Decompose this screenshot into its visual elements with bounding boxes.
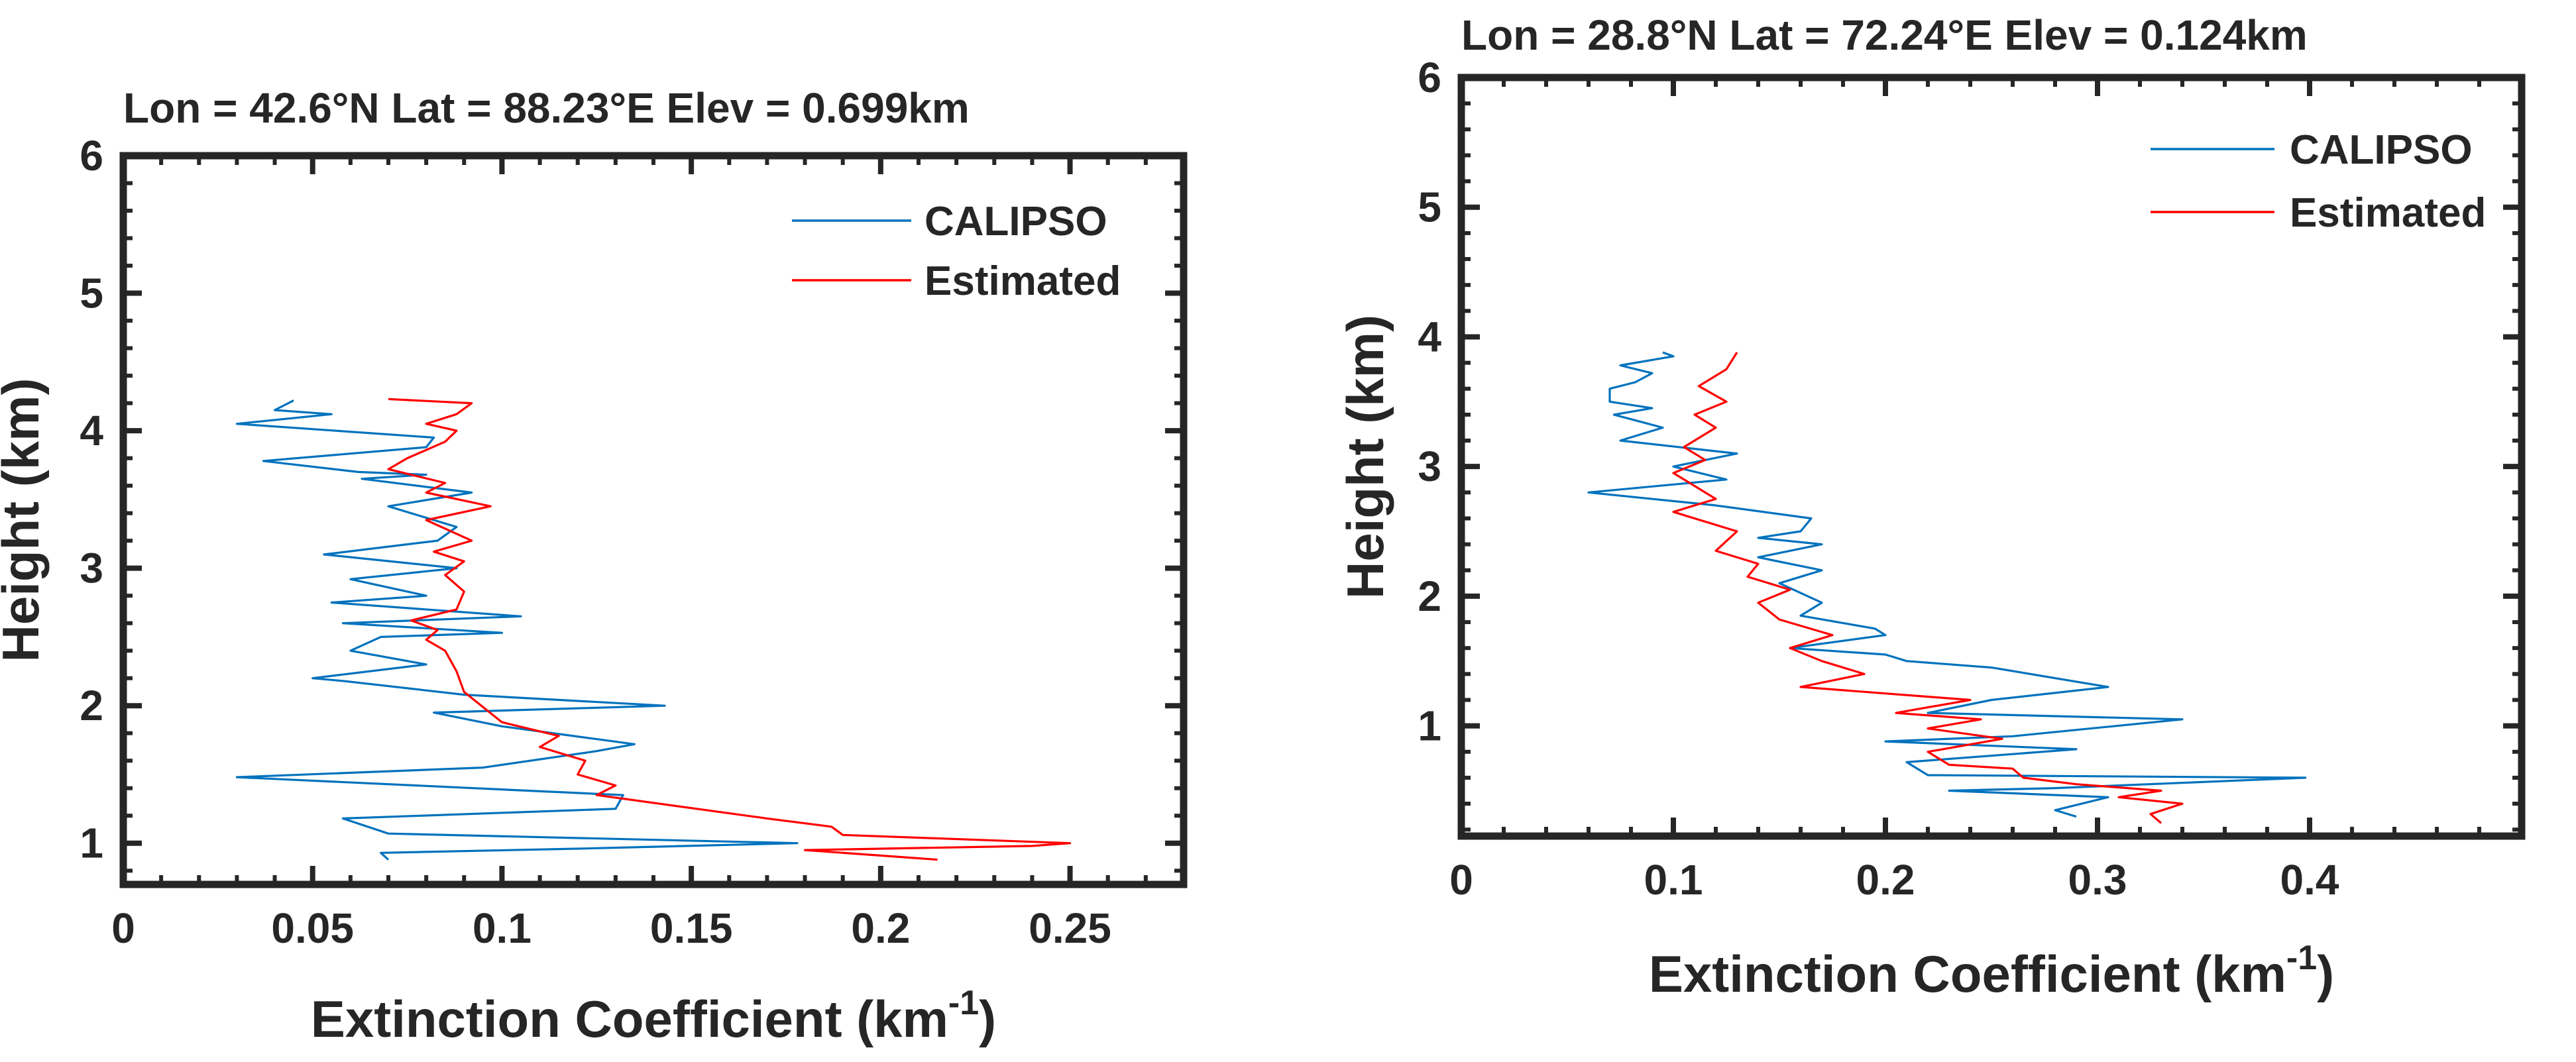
x-axis-label-end: ) bbox=[979, 990, 996, 1048]
x-tick-label: 0 bbox=[111, 904, 135, 952]
chart-title: Lon = 28.8°N Lat = 72.24°E Elev = 0.124k… bbox=[1461, 11, 2308, 59]
y-tick-label: 5 bbox=[1418, 184, 1441, 231]
series-line-calipso bbox=[1587, 351, 2307, 818]
x-tick-label: 0.1 bbox=[473, 904, 532, 952]
x-tick-label: 0.05 bbox=[271, 904, 354, 952]
x-tick-label: 0.15 bbox=[650, 904, 733, 952]
x-axis-label: Extinction Coefficient (km-1) bbox=[311, 984, 996, 1048]
y-tick-label: 3 bbox=[80, 545, 103, 592]
legend-label-calipso: CALIPSO bbox=[2290, 127, 2473, 173]
y-axis-label: Height (km) bbox=[0, 378, 50, 663]
y-tick-label: 4 bbox=[1418, 313, 1441, 360]
x-axis-label-end: ) bbox=[2317, 945, 2334, 1003]
y-tick-label: 6 bbox=[80, 132, 103, 180]
y-tick-label: 1 bbox=[1418, 702, 1441, 750]
x-tick-label: 0.1 bbox=[1644, 856, 1703, 904]
chart-title: Lon = 42.6°N Lat = 88.23°E Elev = 0.699k… bbox=[123, 84, 970, 132]
legend-label-estimated: Estimated bbox=[924, 258, 1121, 304]
x-tick-label: 0.4 bbox=[2280, 856, 2339, 904]
y-axis-label: Height (km) bbox=[1336, 315, 1394, 599]
left-chart: Lon = 42.6°N Lat = 88.23°E Elev = 0.699k… bbox=[0, 84, 1188, 1048]
x-tick-label: 0.2 bbox=[851, 904, 910, 952]
x-tick-label: 0.2 bbox=[1856, 856, 1915, 904]
plot-area bbox=[235, 398, 1072, 861]
right-chart: Lon = 28.8°N Lat = 72.24°E Elev = 0.124k… bbox=[1336, 11, 2526, 1003]
series-line-calipso bbox=[235, 399, 799, 861]
plot-area bbox=[1587, 351, 2307, 824]
series-line-estimated bbox=[1672, 352, 2184, 824]
y-tick-label: 2 bbox=[80, 682, 103, 729]
y-tick-label: 6 bbox=[1418, 54, 1441, 101]
y-tick-label: 4 bbox=[80, 407, 103, 454]
x-axis-label-superscript: -1 bbox=[2286, 939, 2317, 977]
series-line-estimated bbox=[387, 398, 1072, 861]
x-axis-label: Extinction Coefficient (km-1) bbox=[1649, 939, 2334, 1003]
legend-label-calipso: CALIPSO bbox=[924, 199, 1107, 244]
y-tick-label: 1 bbox=[80, 820, 103, 867]
y-tick-label: 2 bbox=[1418, 572, 1441, 620]
x-axis-label-main: Extinction Coefficient (km bbox=[311, 990, 948, 1048]
x-tick-label: 0 bbox=[1449, 856, 1473, 904]
y-tick-label: 5 bbox=[80, 270, 103, 317]
x-tick-label: 0.25 bbox=[1029, 904, 1111, 952]
axes-box bbox=[1457, 74, 2526, 840]
x-axis-label-superscript: -1 bbox=[948, 984, 979, 1022]
legend-label-estimated: Estimated bbox=[2290, 190, 2486, 236]
y-tick-label: 3 bbox=[1418, 443, 1441, 490]
x-axis-label-main: Extinction Coefficient (km bbox=[1649, 945, 2286, 1003]
x-tick-label: 0.3 bbox=[2068, 856, 2127, 904]
